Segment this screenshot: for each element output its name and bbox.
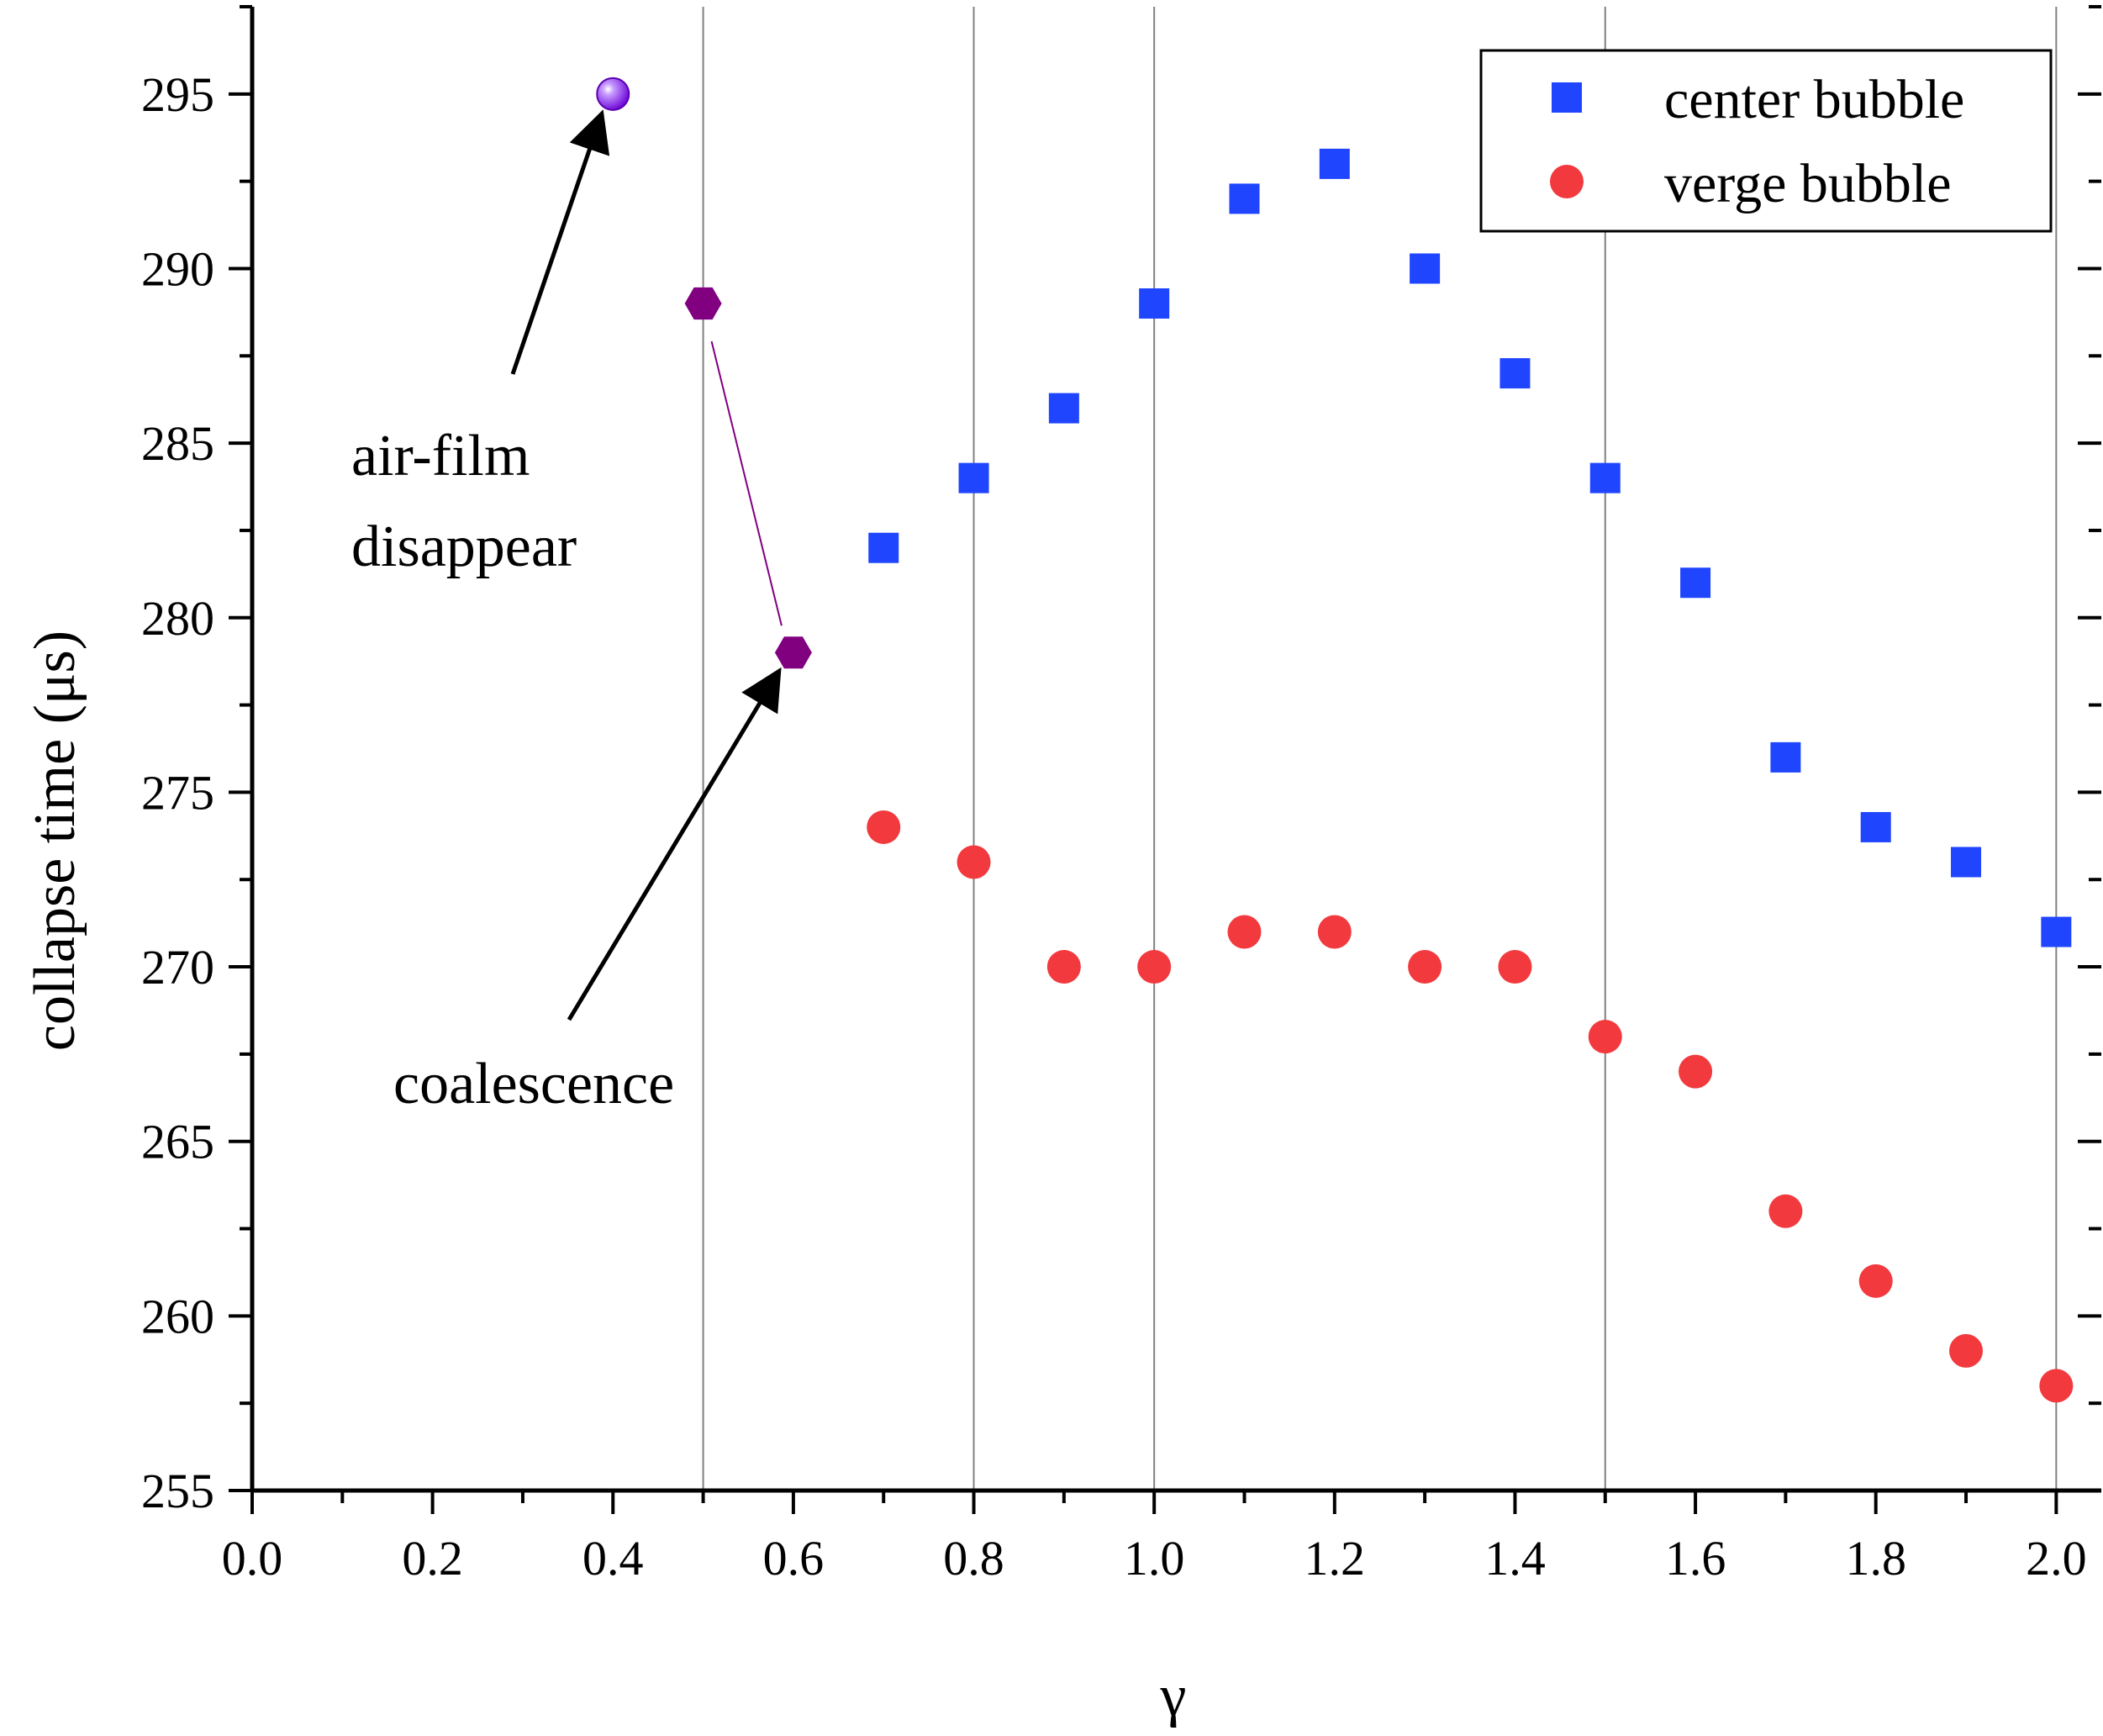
- center-bubble-point: [868, 532, 899, 563]
- x-tick-label: 1.4: [1484, 1531, 1546, 1586]
- coalescence-connector: [710, 340, 783, 626]
- annotation-air-film-line1: air-film: [351, 424, 530, 488]
- center-bubble-point: [1500, 358, 1531, 389]
- verge-bubble-point: [1768, 1194, 1803, 1228]
- verge-bubble-point: [1227, 915, 1262, 949]
- x-axis-title: γ: [1160, 1664, 1187, 1728]
- legend-marker-center-bubble: [1552, 82, 1582, 113]
- center-bubble-point: [1770, 741, 1801, 773]
- y-tick-label: 265: [141, 1115, 214, 1169]
- x-tick-label: 1.6: [1665, 1531, 1726, 1586]
- x-tick-label: 0.8: [943, 1531, 1004, 1586]
- center-bubble-point: [1319, 148, 1350, 179]
- x-tick-label: 2.0: [2026, 1531, 2087, 1586]
- legend-label-verge-bubble: verge bubble: [1664, 153, 1952, 214]
- verge-bubble-point: [1046, 950, 1081, 984]
- coalescence-point: [774, 636, 812, 669]
- x-tick-label: 0.6: [763, 1531, 825, 1586]
- axes: [250, 7, 2101, 1493]
- center-bubble-point: [1048, 393, 1079, 424]
- verge-bubble-point: [1498, 950, 1532, 984]
- legend-marker-verge-bubble: [1550, 165, 1584, 198]
- verge-bubble-point: [1949, 1333, 1984, 1368]
- verge-bubble-point: [957, 845, 991, 879]
- center-bubble-point: [1680, 567, 1711, 599]
- annotation-arrow-air-film: [510, 109, 610, 375]
- legend-box: [1479, 49, 2053, 233]
- coalescence-point: [684, 287, 722, 320]
- annotations: air-film disappear coalescence: [351, 109, 782, 1116]
- verge-bubble-point: [867, 810, 901, 844]
- y-tick-label: 285: [141, 416, 214, 471]
- annotation-air-film-line2: disappear: [351, 514, 577, 579]
- air-film-point: [596, 77, 630, 111]
- center-bubble-point: [2041, 916, 2072, 947]
- verge-bubble-point: [1858, 1264, 1893, 1298]
- verge-bubble-point: [1588, 1020, 1622, 1054]
- y-axis-title: collapse time (μs): [23, 631, 87, 1051]
- y-tick-label: 270: [141, 940, 214, 995]
- x-tick-label: 1.2: [1304, 1531, 1366, 1586]
- y-tick-label: 260: [141, 1289, 214, 1343]
- ticks: [229, 5, 2101, 1514]
- center-bubble-point: [1229, 183, 1260, 214]
- y-tick-label: 280: [141, 591, 214, 646]
- y-tick-label: 290: [141, 241, 214, 296]
- x-tick-label: 1.0: [1124, 1531, 1185, 1586]
- data-marks: [596, 77, 2074, 1403]
- annotation-coalescence: coalescence: [393, 1052, 674, 1116]
- axis-titles: γ collapse time (μs): [23, 631, 1186, 1728]
- y-tick-label: 295: [141, 67, 214, 122]
- y-tick-label: 255: [141, 1464, 214, 1518]
- x-tick-label: 0.0: [222, 1531, 283, 1586]
- verge-bubble-point: [2039, 1369, 2074, 1403]
- center-bubble-point: [1860, 811, 1891, 842]
- verge-bubble-point: [1408, 950, 1442, 984]
- x-tick-label: 0.2: [402, 1531, 463, 1586]
- verge-bubble-point: [1679, 1054, 1713, 1089]
- center-bubble-point: [1589, 462, 1621, 493]
- center-bubble-point: [1139, 288, 1170, 319]
- legend: center bubble verge bubble: [1479, 49, 2053, 233]
- x-tick-label: 0.4: [582, 1531, 644, 1586]
- tick-labels: 0.0 0.2 0.4 0.6 0.8 1.0 1.2 1.4 1.6 1.8 2.0 255 260 2…: [141, 67, 2087, 1586]
- legend-label-center-bubble: center bubble: [1664, 69, 1964, 130]
- verge-bubble-point: [1317, 915, 1352, 949]
- annotation-arrow-coalescence: [567, 667, 782, 1021]
- verge-bubble-point: [1137, 950, 1172, 984]
- center-bubble-point: [1951, 847, 1982, 878]
- center-bubble-point: [1410, 253, 1441, 284]
- coalescence-connector-line: [710, 340, 783, 626]
- center-bubble-point: [958, 462, 989, 493]
- x-tick-label: 1.8: [1845, 1531, 1906, 1586]
- gridlines: [702, 7, 2058, 1491]
- y-tick-label: 275: [141, 765, 214, 820]
